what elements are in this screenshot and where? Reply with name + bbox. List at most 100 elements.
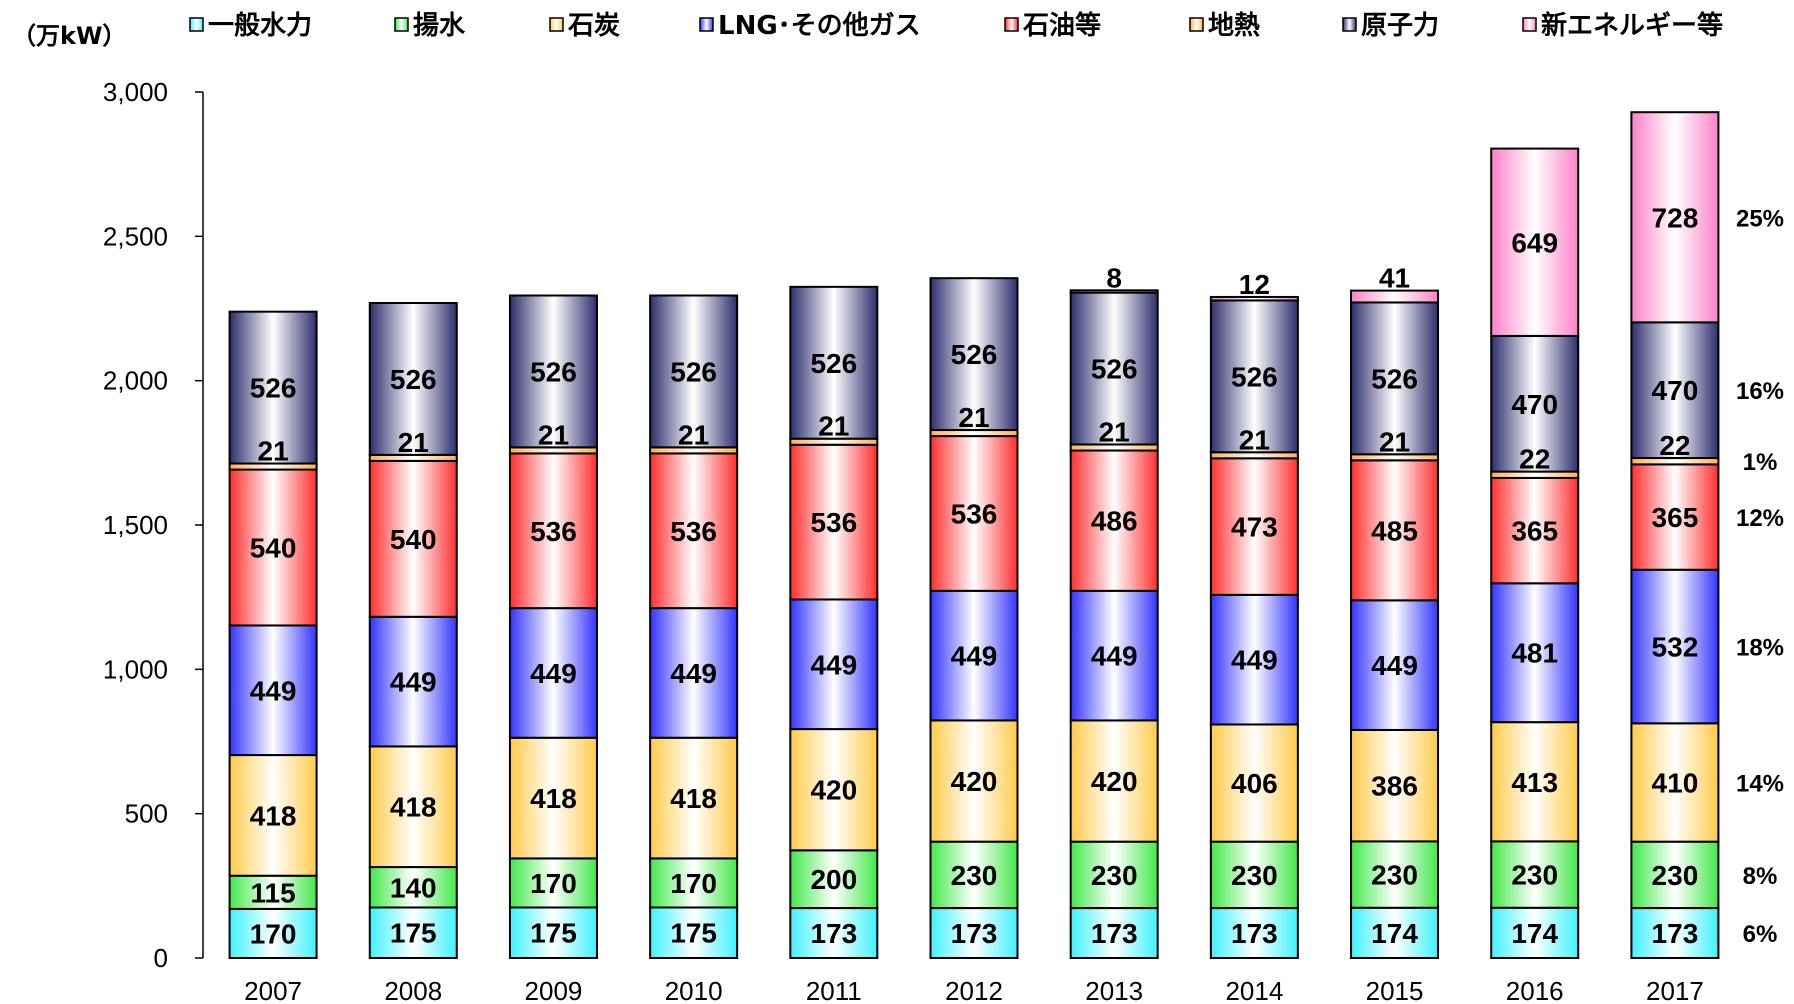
value-label: 449 (1231, 645, 1278, 676)
bar-segment (508, 906, 598, 960)
bar-segment (228, 468, 318, 627)
value-label: 21 (818, 411, 849, 442)
value-label: 526 (530, 356, 577, 387)
x-tick-label: 2016 (1506, 976, 1564, 1004)
legend-label: 地熱 (1208, 11, 1260, 41)
bar-segment (368, 459, 458, 618)
legend-label: 新エネルギー等 (1541, 10, 1723, 41)
bar-segment (1630, 840, 1720, 910)
legend-label: 一般水力 (208, 11, 312, 41)
share-label: 14% (1736, 770, 1784, 797)
value-label: 200 (810, 864, 857, 895)
bar-segment (1490, 906, 1580, 959)
value-label: 173 (810, 918, 857, 949)
value-label: 532 (1652, 632, 1699, 663)
legend-swatch (1522, 17, 1537, 32)
value-label: 540 (390, 524, 437, 555)
value-label: 526 (1371, 363, 1418, 394)
bar-segment (1209, 840, 1299, 910)
value-label: 21 (958, 402, 989, 433)
bar-segment (228, 907, 318, 960)
bar-segment (929, 277, 1019, 432)
bar-segment (508, 452, 598, 610)
bar-segment (228, 754, 318, 877)
value-label: 526 (951, 339, 998, 370)
legend-swatch (189, 17, 204, 32)
legend-swatch (549, 17, 564, 32)
legend-label: LNG･その他ガス (718, 11, 921, 41)
value-label: 413 (1511, 767, 1558, 798)
value-label: 536 (670, 516, 717, 547)
value-label: 175 (530, 918, 577, 949)
value-label: 418 (530, 783, 577, 814)
value-label: 170 (530, 868, 577, 899)
share-label: 16% (1736, 378, 1784, 405)
value-label: 420 (951, 766, 998, 797)
value-label: 485 (1371, 515, 1418, 546)
value-label: 175 (390, 918, 437, 949)
bar-segment (1069, 289, 1159, 294)
bar-segment (1209, 295, 1299, 302)
legend-label: 原子力 (1361, 11, 1439, 41)
bar-segment (789, 285, 879, 440)
y-tick-label: 0 (154, 943, 168, 973)
value-label: 173 (1091, 918, 1138, 949)
bar-segment (228, 310, 318, 465)
value-label: 649 (1511, 227, 1558, 258)
bar-segment (1630, 463, 1720, 571)
bar-segment (1630, 321, 1720, 460)
bar-segment (649, 607, 739, 739)
value-label: 526 (1231, 361, 1278, 392)
value-label: 449 (1371, 650, 1418, 681)
bar-segment (1630, 907, 1720, 960)
value-label: 174 (1511, 918, 1558, 949)
bar-segment (368, 906, 458, 960)
value-label: 449 (390, 667, 437, 698)
bar-segment (1630, 111, 1720, 324)
value-label: 470 (1652, 375, 1699, 406)
x-tick-label: 2013 (1085, 976, 1143, 1004)
value-label: 175 (670, 918, 717, 949)
y-tick-label: 1,000 (103, 654, 168, 684)
x-tick-label: 2008 (384, 976, 442, 1004)
bar-segment (1350, 728, 1440, 843)
bar-segment (508, 857, 598, 909)
bar-segment (1350, 289, 1440, 304)
y-tick-label: 500 (125, 799, 168, 829)
value-label: 526 (390, 364, 437, 395)
value-label: 365 (1652, 502, 1699, 533)
bar-segment (789, 728, 879, 852)
bar-segment (929, 435, 1019, 592)
value-label: 449 (1091, 641, 1138, 672)
legend-label: 石油等 (1022, 10, 1101, 41)
value-label: 8 (1106, 262, 1122, 293)
value-label: 420 (1091, 766, 1138, 797)
value-label: 230 (1091, 860, 1138, 891)
value-label: 486 (1091, 506, 1138, 537)
bar-segment (649, 736, 739, 860)
legend-swatch (699, 17, 714, 32)
value-label: 540 (250, 533, 297, 564)
bar-segment (1350, 906, 1440, 959)
value-label: 386 (1371, 771, 1418, 802)
value-label: 449 (951, 641, 998, 672)
x-tick-label: 2015 (1366, 976, 1424, 1004)
bar-segment (1490, 476, 1580, 585)
share-label: 25% (1736, 205, 1784, 232)
bar-segment (649, 452, 739, 610)
value-label: 526 (810, 348, 857, 379)
value-label: 21 (538, 419, 569, 450)
value-label: 420 (810, 775, 857, 806)
share-label: 18% (1736, 635, 1784, 662)
value-label: 536 (810, 507, 857, 538)
value-label: 473 (1231, 512, 1278, 543)
value-label: 230 (1371, 860, 1418, 891)
bar-segment (649, 294, 739, 449)
bar-segment (368, 302, 458, 456)
share-label: 6% (1743, 921, 1778, 948)
x-tick-label: 2012 (945, 976, 1003, 1004)
bar-segment (508, 736, 598, 860)
bar-segment (1490, 334, 1580, 473)
value-label: 526 (1091, 354, 1138, 385)
